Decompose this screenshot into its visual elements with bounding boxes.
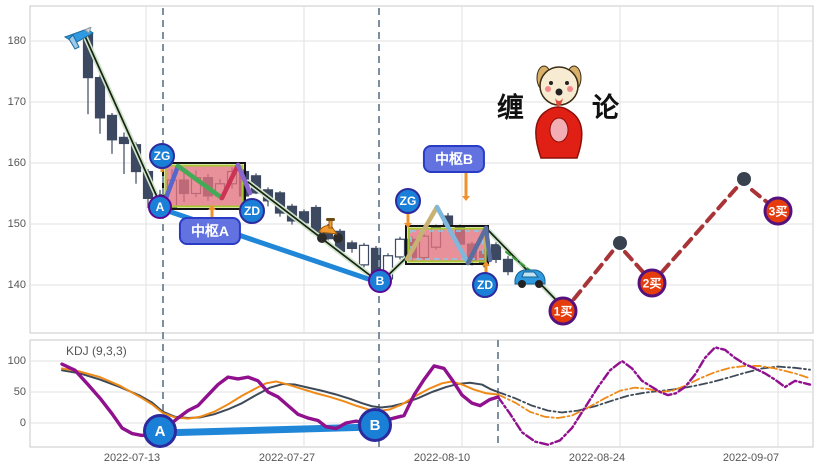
x-axis-date-tick: 2022-07-13 — [103, 452, 161, 464]
x-axis-date-tick: 2022-08-24 — [568, 452, 626, 464]
buy-point-2[interactable]: 2买 — [637, 268, 667, 298]
watermark-text-right: 论 — [592, 93, 619, 124]
main-y-tick: 140 — [7, 279, 26, 291]
main-y-tick: 150 — [7, 218, 26, 230]
pivot-b-label[interactable]: 中枢B — [422, 145, 486, 173]
main-y-tick: 180 — [7, 35, 26, 47]
scooter-icon — [315, 216, 345, 244]
pivot-zg-a-marker[interactable]: ZG — [149, 143, 175, 169]
car-icon — [512, 264, 548, 290]
main-y-tick: 170 — [7, 96, 26, 108]
kdj-y-tick: 100 — [7, 355, 26, 367]
chan-theory-dog-watermark: 缠 论 — [497, 58, 619, 166]
kdj-point-b-marker[interactable]: B — [358, 408, 392, 442]
kdj-y-tick: 0 — [19, 417, 26, 429]
point-b-marker[interactable]: B — [368, 269, 392, 293]
pivot-a-label[interactable]: 中枢A — [178, 217, 242, 245]
airplane-icon — [63, 26, 97, 53]
watermark-text-left: 缠 — [497, 93, 524, 124]
kdj-indicator-title: KDJ (9,3,3) — [66, 344, 127, 358]
dog-mascot-icon — [535, 65, 583, 159]
buy-point-3[interactable]: 3买 — [763, 196, 793, 226]
x-axis-date-tick: 2022-08-10 — [413, 452, 471, 464]
x-axis-date-tick: 2022-07-27 — [258, 452, 316, 464]
x-axis-date-tick: 2022-09-07 — [722, 452, 780, 464]
pivot-zg-b-marker[interactable]: ZG — [395, 188, 421, 214]
kdj-point-a-marker[interactable]: A — [143, 414, 177, 448]
kdj-y-tick: 50 — [13, 386, 26, 398]
main-y-tick: 160 — [7, 157, 26, 169]
pivot-zd-b-marker[interactable]: ZD — [472, 272, 498, 298]
point-a-marker[interactable]: A — [148, 195, 172, 219]
pivot-zd-a-marker[interactable]: ZD — [239, 198, 265, 224]
buy-point-1[interactable]: 1买 — [548, 296, 578, 326]
